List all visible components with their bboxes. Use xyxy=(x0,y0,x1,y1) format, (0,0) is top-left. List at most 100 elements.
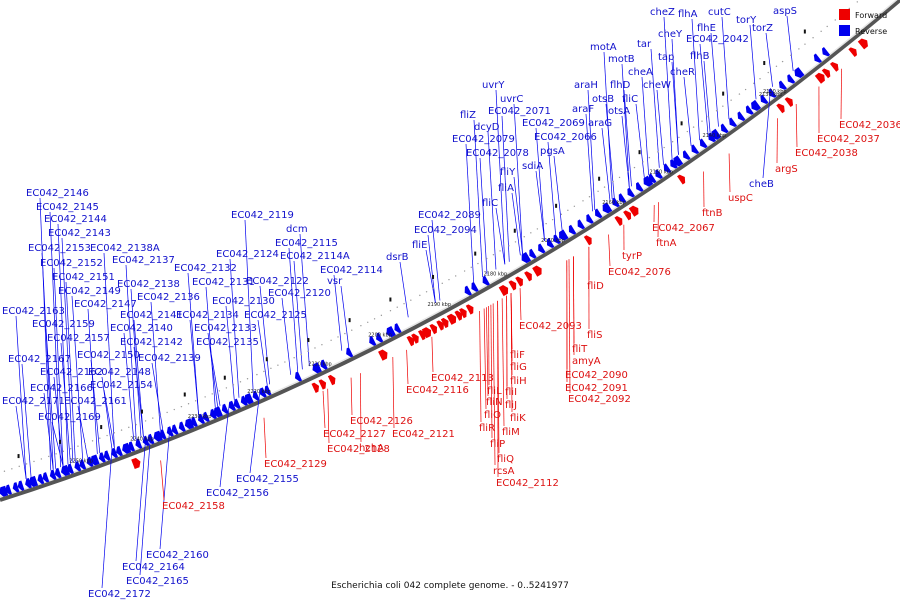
reverse-connector-line xyxy=(39,197,52,471)
reverse-gene-arrow xyxy=(244,393,254,405)
forward-connector-line xyxy=(519,288,522,321)
position-dot xyxy=(330,339,332,341)
forward-connector-line xyxy=(486,307,489,397)
position-dot xyxy=(508,245,510,247)
gene-label: ftnA xyxy=(656,238,677,249)
reverse-gene-arrow xyxy=(673,155,684,167)
gene-label: EC042_2166 xyxy=(30,383,93,394)
reverse-connector-line xyxy=(281,297,292,375)
position-dot xyxy=(270,367,272,370)
position-dot xyxy=(187,403,190,405)
position-dot xyxy=(530,232,532,234)
forward-connector-line xyxy=(350,377,353,416)
reverse-gene-arrow xyxy=(682,150,691,160)
position-dot xyxy=(551,218,554,221)
reverse-gene-arrow xyxy=(171,424,179,435)
legend: Forward Reverse xyxy=(839,9,887,36)
gene-label: EC042_2172 xyxy=(88,589,151,600)
forward-connector-line xyxy=(431,336,434,373)
position-dot xyxy=(69,448,72,450)
reverse-gene-arrow xyxy=(618,193,627,203)
reverse-gene-arrow xyxy=(54,467,62,479)
reverse-connector-line xyxy=(501,115,510,262)
position-dot xyxy=(263,370,265,373)
reverse-connector-line xyxy=(765,32,773,87)
gene-label: vsr xyxy=(327,276,343,287)
kbp-tick-label: 2180 kbp xyxy=(484,271,508,277)
kbp-tick-label: 2130 kbp xyxy=(759,92,783,98)
reverse-connector-line xyxy=(553,155,563,231)
position-dot xyxy=(152,417,154,419)
reverse-connector-line xyxy=(535,170,545,241)
reverse-gene-arrow xyxy=(67,463,74,474)
reverse-gene-arrow xyxy=(128,441,136,452)
gene-label: fliZ xyxy=(460,110,476,121)
gene-label: EC042_2069 xyxy=(522,118,585,129)
position-dot xyxy=(798,48,800,50)
reverse-gene-arrow xyxy=(787,74,796,84)
gene-label: uvrY xyxy=(482,80,505,91)
position-dot xyxy=(597,190,599,192)
position-dot xyxy=(804,43,806,45)
reverse-connector-line xyxy=(425,249,436,303)
kbp-tick-label: 2120 kbp xyxy=(763,89,787,95)
reverse-gene-arrow xyxy=(643,175,654,187)
reverse-connector-line xyxy=(77,405,88,458)
gene-label: hchA xyxy=(359,443,384,454)
gene-label: EC042_2141 xyxy=(120,310,183,321)
gene-label: fliY xyxy=(500,167,516,178)
reverse-gene-arrow xyxy=(111,447,119,458)
position-marker xyxy=(598,176,601,181)
gene-label: EC042_2114A xyxy=(280,251,350,262)
reverse-gene-arrow xyxy=(813,53,822,63)
reverse-connector-line xyxy=(288,247,299,372)
reverse-gene-arrow xyxy=(346,347,354,358)
gene-label: otsB xyxy=(592,94,614,105)
forward-connector-line xyxy=(263,417,267,459)
forward-connector-line xyxy=(160,460,165,501)
gene-label: EC042_2131 xyxy=(192,277,255,288)
reverse-gene-arrow xyxy=(184,418,195,430)
gene-label: EC042_2090 xyxy=(565,370,628,381)
forward-gene-arrow xyxy=(440,317,449,329)
reverse-connector-line xyxy=(399,261,409,318)
gene-label: EC042_2135 xyxy=(196,337,259,348)
reverse-gene-arrow xyxy=(0,485,9,497)
gene-label: EC042_2169 xyxy=(38,412,101,423)
gene-label: fliE xyxy=(412,240,427,251)
position-dot xyxy=(470,266,472,269)
reverse-connector-line xyxy=(340,285,350,348)
reverse-gene-arrow xyxy=(17,480,25,491)
reverse-gene-arrow xyxy=(602,202,613,214)
gene-label: flhD xyxy=(610,80,631,91)
reverse-gene-arrow xyxy=(312,362,322,374)
gene-label: cheA xyxy=(628,67,653,78)
gene-label: fliP xyxy=(490,439,505,450)
position-dot xyxy=(166,411,168,414)
reverse-connector-line xyxy=(513,103,523,255)
reverse-connector-line xyxy=(623,89,632,187)
position-dot xyxy=(11,468,13,470)
reverse-gene-arrow xyxy=(159,429,167,440)
position-dot xyxy=(91,440,94,442)
gene-label: flhE xyxy=(697,23,716,34)
reverse-connector-line xyxy=(601,127,611,201)
gene-label: otsA xyxy=(608,106,630,117)
gene-label: EC042_2127 xyxy=(323,429,386,440)
reverse-connector-line xyxy=(721,16,730,120)
gene-label: fliL xyxy=(487,386,502,397)
gene-label: EC042_2142 xyxy=(120,337,183,348)
reverse-gene-arrow xyxy=(86,456,94,467)
reverse-gene-arrow xyxy=(482,275,490,286)
position-dot xyxy=(284,361,286,363)
reverse-gene-arrow xyxy=(5,484,12,495)
gene-label: araF xyxy=(572,104,594,115)
position-dot xyxy=(790,54,792,56)
gene-label: fliJ xyxy=(505,400,517,411)
reverse-gene-arrow xyxy=(471,281,479,292)
reverse-connector-line xyxy=(123,332,135,441)
forward-connector-line xyxy=(327,388,330,444)
reverse-gene-arrow xyxy=(103,450,111,461)
